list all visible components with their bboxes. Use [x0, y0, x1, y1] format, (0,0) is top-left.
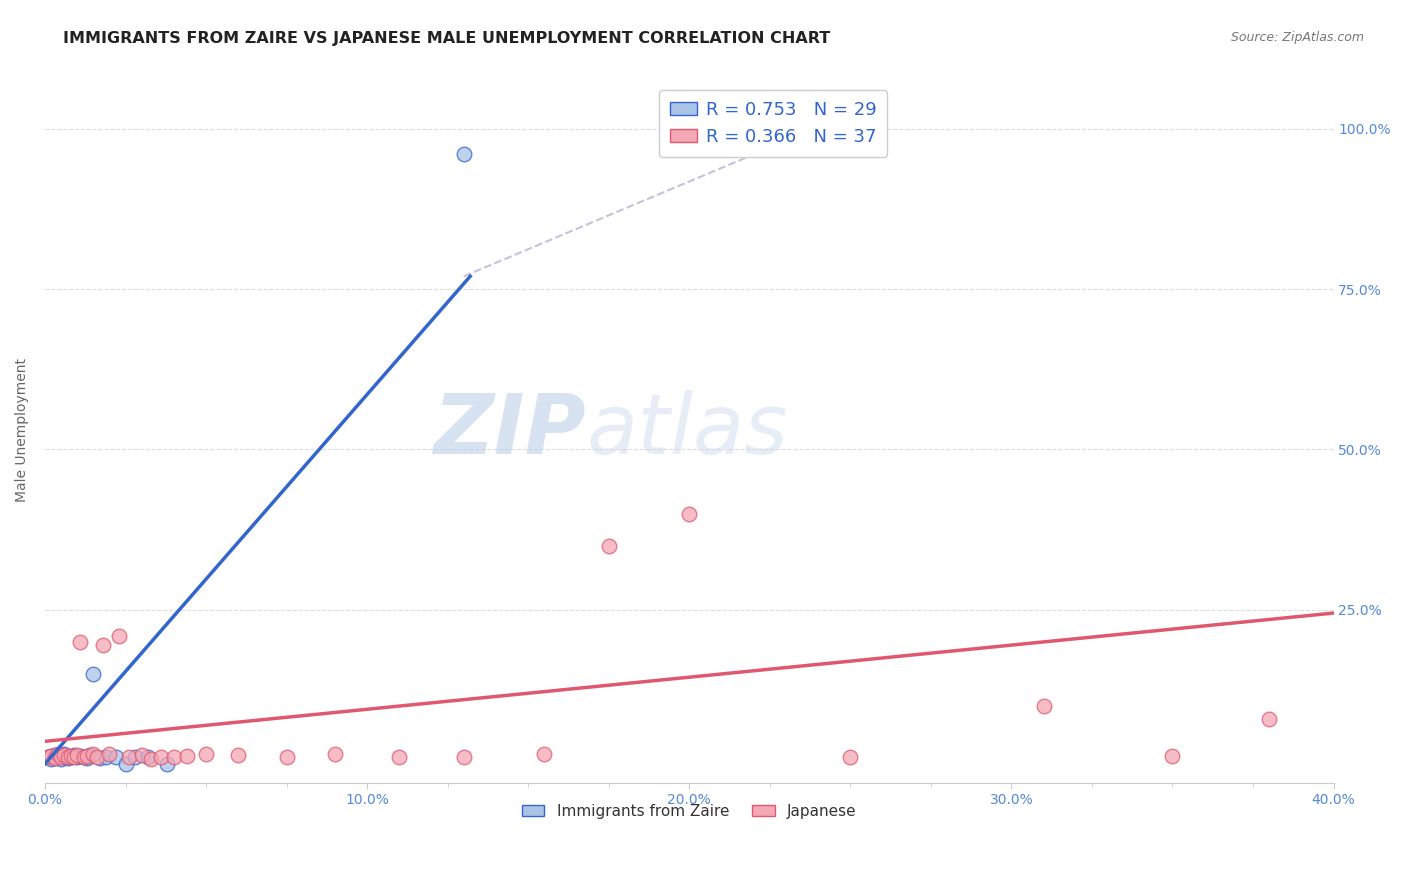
- Point: [118, 750, 141, 764]
- Point: [69, 749, 91, 764]
- Point: [453, 750, 475, 764]
- Point: [323, 747, 346, 761]
- Point: [1032, 699, 1054, 714]
- Point: [46, 747, 69, 762]
- Text: IMMIGRANTS FROM ZAIRE VS JAPANESE MALE UNEMPLOYMENT CORRELATION CHART: IMMIGRANTS FROM ZAIRE VS JAPANESE MALE U…: [63, 31, 831, 46]
- Point: [839, 750, 862, 764]
- Point: [46, 747, 69, 761]
- Point: [44, 751, 66, 765]
- Point: [41, 749, 63, 764]
- Point: [86, 750, 108, 764]
- Point: [59, 750, 82, 764]
- Point: [82, 747, 104, 761]
- Point: [56, 750, 79, 764]
- Point: [1258, 712, 1281, 726]
- Point: [114, 756, 136, 771]
- Point: [37, 750, 59, 764]
- Point: [96, 749, 118, 764]
- Point: [104, 750, 127, 764]
- Point: [91, 638, 114, 652]
- Point: [41, 749, 63, 764]
- Point: [176, 749, 198, 764]
- Point: [89, 751, 111, 765]
- Point: [276, 750, 298, 764]
- Point: [124, 750, 146, 764]
- Legend: Immigrants from Zaire, Japanese: Immigrants from Zaire, Japanese: [516, 797, 863, 825]
- Point: [1161, 749, 1184, 764]
- Point: [131, 748, 153, 763]
- Point: [79, 748, 101, 763]
- Point: [76, 751, 98, 765]
- Point: [56, 751, 79, 765]
- Point: [149, 750, 172, 764]
- Point: [226, 748, 249, 763]
- Point: [156, 756, 179, 771]
- Point: [141, 752, 163, 766]
- Point: [98, 747, 121, 761]
- Point: [53, 750, 76, 764]
- Point: [82, 667, 104, 681]
- Point: [533, 747, 555, 761]
- Text: ZIP: ZIP: [433, 390, 586, 471]
- Point: [69, 635, 91, 649]
- Point: [37, 750, 59, 764]
- Point: [136, 750, 159, 764]
- Point: [388, 750, 411, 764]
- Point: [63, 748, 86, 763]
- Point: [163, 750, 186, 764]
- Point: [41, 752, 63, 766]
- Text: Source: ZipAtlas.com: Source: ZipAtlas.com: [1230, 31, 1364, 45]
- Point: [49, 752, 72, 766]
- Point: [44, 751, 66, 765]
- Point: [195, 747, 218, 761]
- Point: [72, 750, 94, 764]
- Point: [76, 749, 98, 764]
- Point: [53, 748, 76, 763]
- Text: atlas: atlas: [586, 390, 787, 471]
- Point: [56, 749, 79, 764]
- Point: [72, 750, 94, 764]
- Point: [63, 750, 86, 764]
- Point: [66, 749, 89, 764]
- Point: [66, 748, 89, 763]
- Point: [53, 747, 76, 761]
- Point: [59, 749, 82, 764]
- Point: [44, 748, 66, 763]
- Point: [108, 628, 131, 642]
- Y-axis label: Male Unemployment: Male Unemployment: [15, 359, 30, 502]
- Point: [453, 147, 475, 161]
- Point: [49, 749, 72, 764]
- Point: [46, 750, 69, 764]
- Point: [678, 507, 700, 521]
- Point: [49, 749, 72, 764]
- Point: [598, 539, 620, 553]
